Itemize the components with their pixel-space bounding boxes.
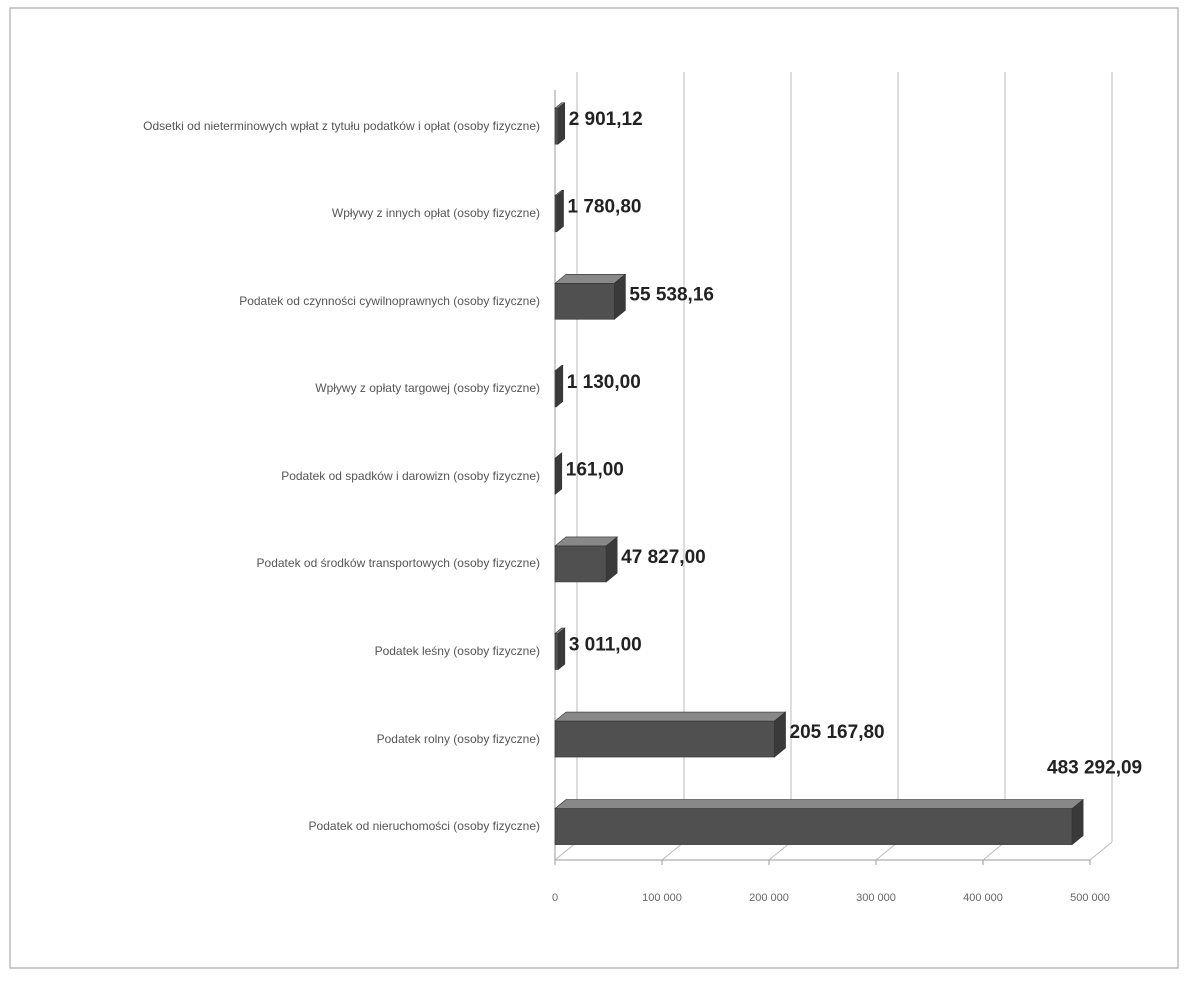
bar (555, 190, 564, 231)
data-label: 1 130,00 (567, 372, 641, 393)
bar (555, 103, 565, 144)
bar (555, 628, 565, 669)
category-label-box: Podatek od nieruchomości (osoby fizyczne… (20, 805, 540, 849)
bar (555, 453, 562, 494)
bar-side (558, 103, 565, 144)
data-label: 47 827,00 (621, 547, 706, 568)
category-label-box: Podatek od spadków i darowizn (osoby fiz… (20, 454, 540, 498)
data-label: 1 780,80 (568, 197, 642, 218)
bar (555, 365, 563, 406)
category-label-box: Podatek rolny (osoby fizyczne) (20, 717, 540, 761)
grid-line (1090, 842, 1112, 860)
bar-top (555, 800, 1083, 809)
data-label: 161,00 (566, 459, 624, 480)
bar-side (558, 628, 565, 669)
bar (555, 537, 617, 582)
data-label: 2 901,12 (569, 109, 643, 130)
bar-top (555, 274, 625, 283)
bar-side (556, 365, 563, 406)
bar (555, 800, 1083, 845)
bar-front (555, 633, 558, 669)
x-tick-label: 300 000 (856, 892, 896, 904)
category-label-box: Podatek leśny (osoby fizyczne) (20, 629, 540, 673)
bar-top (555, 712, 786, 721)
bar-front (555, 721, 775, 757)
y-tick-label: Odsetki od nieterminowych wpłat z tytułu… (20, 104, 540, 148)
category-label-box: Podatek od środków transportowych (osoby… (20, 542, 540, 586)
bar-front (555, 546, 606, 582)
bar-front (555, 108, 558, 144)
x-tick-label: 100 000 (642, 892, 682, 904)
data-label: 205 167,80 (790, 722, 885, 743)
bar-front (555, 809, 1072, 845)
data-label: 483 292,09 (1047, 758, 1142, 779)
category-label-box: Wpływy z innych opłat (osoby fizyczne) (20, 192, 540, 236)
x-tick-label: 400 000 (963, 892, 1003, 904)
y-tick-label: Wpływy z innych opłat (osoby fizyczne) (20, 192, 540, 236)
x-tick-label: 500 000 (1070, 892, 1110, 904)
bar (555, 712, 786, 757)
y-tick-label: Podatek od czynności cywilnoprawnych (os… (20, 279, 540, 323)
bar-front (555, 283, 614, 319)
category-label-box: Odsetki od nieterminowych wpłat z tytułu… (20, 104, 540, 148)
y-tick-label: Podatek leśny (osoby fizyczne) (20, 629, 540, 673)
y-tick-label: Podatek rolny (osoby fizyczne) (20, 717, 540, 761)
data-label: 3 011,00 (569, 635, 642, 656)
y-tick-label: Wpływy z opłaty targowej (osoby fizyczne… (20, 367, 540, 411)
bar-side (557, 190, 564, 231)
bar-side (555, 453, 562, 494)
y-tick-label: Podatek od spadków i darowizn (osoby fiz… (20, 454, 540, 498)
bar (555, 274, 625, 319)
data-label: 55 538,16 (629, 284, 714, 305)
category-label-box: Wpływy z opłaty targowej (osoby fizyczne… (20, 367, 540, 411)
y-tick-label: Podatek od środków transportowych (osoby… (20, 542, 540, 586)
x-tick-label: 0 (552, 892, 558, 904)
x-tick-label: 200 000 (749, 892, 789, 904)
category-label-box: Podatek od czynności cywilnoprawnych (os… (20, 279, 540, 323)
y-tick-label: Podatek od nieruchomości (osoby fizyczne… (20, 805, 540, 849)
